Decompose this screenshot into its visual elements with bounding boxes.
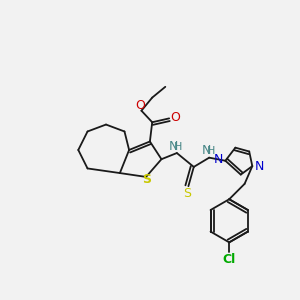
Text: S: S [183,187,191,200]
Text: O: O [135,99,145,112]
Text: Cl: Cl [223,253,236,266]
Text: N: N [255,160,264,173]
Text: N: N [169,140,178,153]
Text: H: H [174,142,183,152]
Text: N: N [201,144,211,157]
Text: H: H [207,146,216,156]
Text: S: S [142,173,151,187]
Text: O: O [170,111,180,124]
Text: N: N [214,154,223,166]
